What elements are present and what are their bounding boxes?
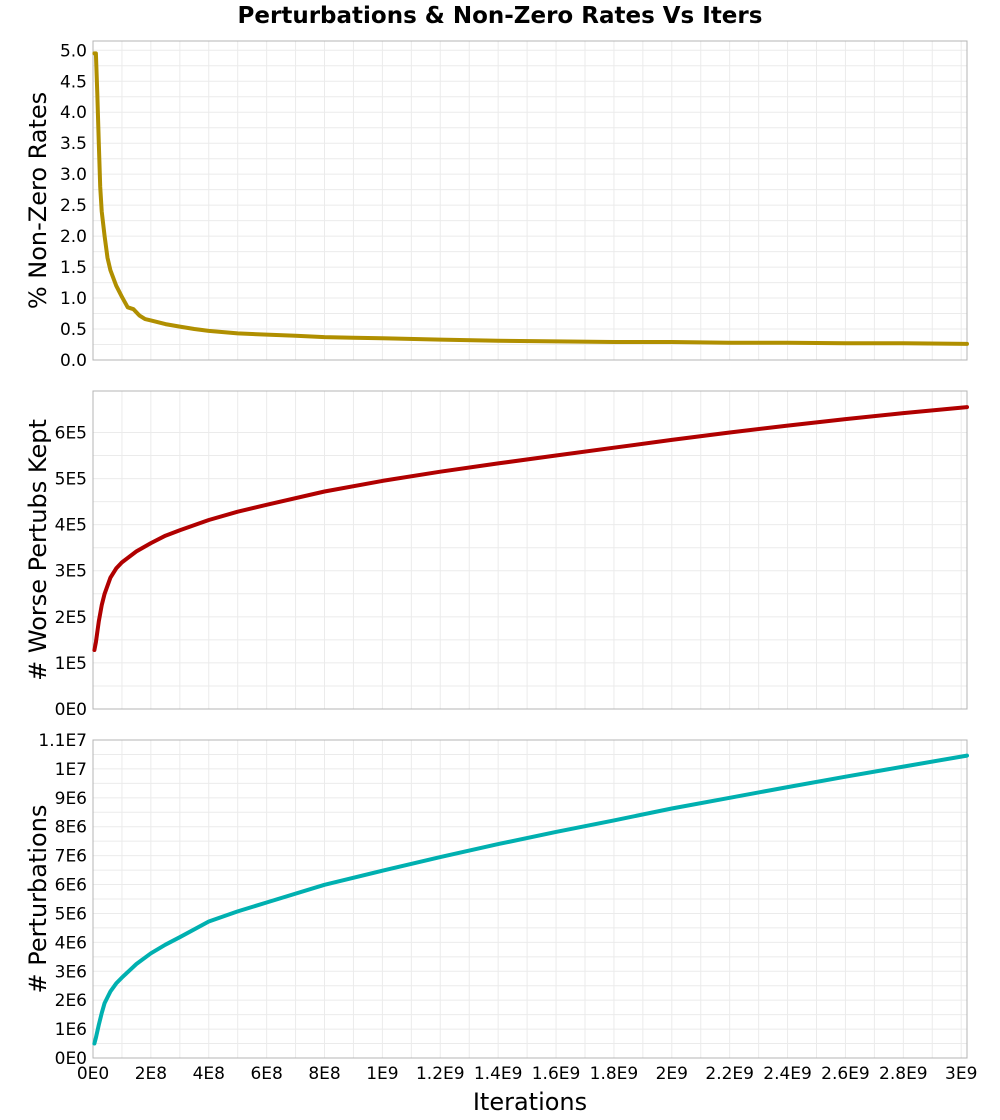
- x-tick-label: 1.6E9: [532, 1064, 581, 1084]
- y-tick-label: 0.0: [60, 351, 87, 371]
- x-tick-label: 2.2E9: [705, 1064, 754, 1084]
- x-tick-label: 3E9: [945, 1064, 977, 1084]
- y-tick-label: 6E6: [55, 876, 87, 896]
- y-tick-label: 3.5: [60, 134, 87, 154]
- series-line-2: [92, 405, 969, 652]
- x-tick-label: 6E8: [250, 1064, 282, 1084]
- chart-title: Perturbations & Non-Zero Rates Vs Iters: [238, 3, 763, 29]
- y-tick-label: 1E6: [55, 1020, 87, 1040]
- y-tick-label: 6E5: [55, 423, 87, 443]
- x-tick-label: 2E9: [656, 1064, 688, 1084]
- y-tick-label: 0E0: [55, 700, 87, 720]
- x-tick-label: 1E9: [366, 1064, 398, 1084]
- y-tick-label: 2.5: [60, 196, 87, 216]
- x-tick-label: 8E8: [308, 1064, 340, 1084]
- y-tick-label: 5E5: [55, 470, 87, 490]
- x-tick-label: 4E8: [193, 1064, 225, 1084]
- y-tick-label: 4E5: [55, 516, 87, 536]
- plot-frame-1: [92, 40, 968, 361]
- y-tick-label: 5E6: [55, 904, 87, 924]
- x-tick-label: 2.6E9: [821, 1064, 870, 1084]
- subplot-2: 0E0 1E5 2E5 3E5 4E5 5E5 6E5# Worse Pertubs Kep…: [24, 390, 969, 720]
- x-tick-label: 1.4E9: [474, 1064, 523, 1084]
- x-axis-label: Iterations: [473, 1088, 587, 1116]
- plot-border-3: [92, 739, 968, 1059]
- x-tick-label: 0E0: [77, 1064, 109, 1084]
- y-tick-label: 7E6: [55, 847, 87, 867]
- y-axis-label-3: # Perturbations: [24, 805, 52, 994]
- y-tick-label: 0.5: [60, 320, 87, 340]
- y-tick-label: 2.0: [60, 227, 87, 247]
- x-tick-label: 1.8E9: [590, 1064, 639, 1084]
- y-tick-label: 1.5: [60, 258, 87, 278]
- subplot-3: 0E0 1E6 2E6 3E6 4E6 5E6 6E6 7E6 8E6 9E6 1E7 1.1E7 # …: [24, 731, 969, 1069]
- y-tick-label: 2E5: [55, 608, 87, 628]
- series-line-1: [92, 51, 969, 346]
- plot-border-1: [92, 40, 968, 361]
- subplot-1: 0.0 0.5 1.0 1.5 2.0 2.5 3.0 3.5 4.0 4.5 5.0 % Non-Z…: [24, 40, 969, 371]
- x-tick-label: 1.2E9: [416, 1064, 465, 1084]
- y-tick-label: 4.0: [60, 103, 87, 123]
- y-tick-label: 5.0: [60, 41, 87, 61]
- y-tick-label: 1.0: [60, 289, 87, 309]
- plots-area: 0.0 0.5 1.0 1.5 2.0 2.5 3.0 3.5 4.0 4.5 5.0 % Non-Z…: [24, 40, 977, 1084]
- y-tick-label: 8E6: [55, 818, 87, 838]
- y-tick-label: 3.0: [60, 165, 87, 185]
- y-tick-label: 3E6: [55, 962, 87, 982]
- y-tick-label: 3E5: [55, 562, 87, 582]
- x-tick-label: 2.4E9: [763, 1064, 812, 1084]
- series-line-3: [92, 753, 969, 1046]
- y-axis-label-1: % Non-Zero Rates: [24, 92, 52, 309]
- plot-border-2: [92, 390, 968, 710]
- plot-frame-2: [92, 390, 968, 710]
- y-tick-label: 4.5: [60, 72, 87, 92]
- y-tick-label: 0E0: [55, 1049, 87, 1069]
- y-axis-label-2: # Worse Pertubs Kept: [24, 419, 52, 681]
- y-tick-label: 1E5: [55, 654, 87, 674]
- x-tick-label: 2.8E9: [879, 1064, 928, 1084]
- y-tick-label: 1E7: [55, 760, 87, 780]
- y-tick-label: 1.1E7: [38, 731, 87, 751]
- y-tick-label: 4E6: [55, 933, 87, 953]
- y-tick-label: 9E6: [55, 789, 87, 809]
- x-tick-label: 2E8: [135, 1064, 167, 1084]
- y-tick-label: 2E6: [55, 991, 87, 1011]
